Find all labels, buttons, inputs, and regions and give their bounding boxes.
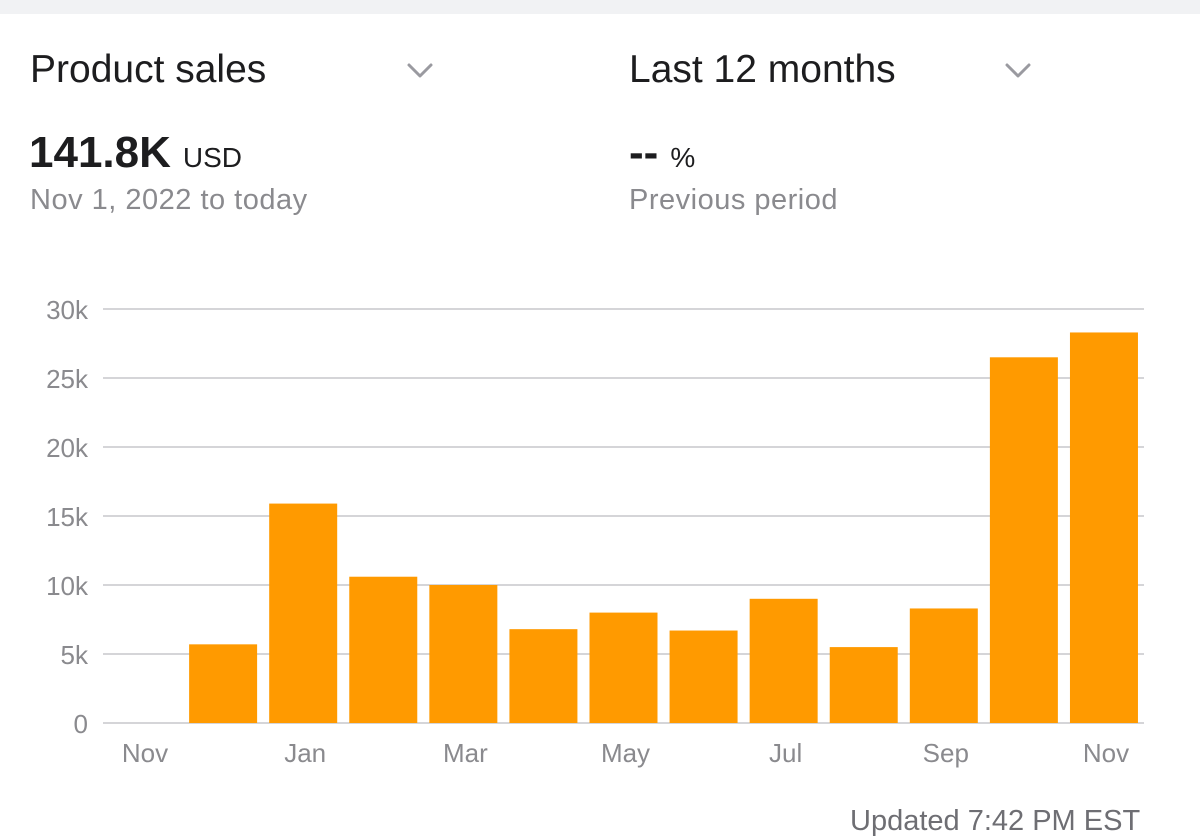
y-tick-label: 25k <box>46 364 89 394</box>
period-dropdown-label: Last 12 months <box>629 48 896 91</box>
bar <box>589 612 658 723</box>
x-tick-label: May <box>601 738 650 768</box>
x-tick-label: Nov <box>122 738 168 768</box>
total-sales-value: 141.8K <box>29 128 171 177</box>
y-tick-label: 20k <box>46 433 89 463</box>
metric-dropdown-label: Product sales <box>30 48 267 91</box>
bar <box>669 630 738 723</box>
x-tick-label: Sep <box>923 738 969 768</box>
y-tick-label: 0 <box>74 709 88 739</box>
bar <box>829 647 898 723</box>
total-sales-range: Nov 1, 2022 to today <box>30 184 308 216</box>
bar <box>349 576 418 723</box>
bar <box>909 608 978 723</box>
total-sales-unit: USD <box>182 142 243 173</box>
bar <box>429 585 498 723</box>
total-sales-metric: 141.8K USD <box>29 128 242 178</box>
bar <box>1069 332 1138 723</box>
bar <box>269 503 338 723</box>
y-tick-label: 15k <box>46 502 89 532</box>
updated-timestamp: Updated 7:42 PM EST <box>850 805 1141 837</box>
y-tick-label: 30k <box>46 295 89 325</box>
period-dropdown[interactable]: Last 12 months <box>629 44 1039 96</box>
y-tick-label: 5k <box>61 640 89 670</box>
change-caption: Previous period <box>629 184 838 216</box>
x-tick-label: Jul <box>769 738 802 768</box>
sales-bar-chart: 0 5k 10k 15k 20k 25k 30k Nov Jan Mar May Jul Sep Nov <box>46 295 1144 768</box>
bar <box>749 598 818 723</box>
x-tick-label: Nov <box>1083 738 1129 768</box>
change-unit: % <box>670 142 696 173</box>
metric-dropdown[interactable]: Product sales <box>30 44 440 96</box>
bar <box>989 357 1058 723</box>
chevron-down-icon <box>407 63 433 78</box>
x-tick-label: Mar <box>443 738 488 768</box>
x-tick-label: Jan <box>284 738 326 768</box>
change-value: -- <box>629 128 659 177</box>
y-tick-label: 10k <box>46 571 89 601</box>
bar <box>189 644 258 723</box>
top-strip <box>0 0 1200 14</box>
change-metric: -- % <box>629 128 695 178</box>
bar <box>509 629 578 723</box>
chevron-down-icon <box>1005 63 1031 78</box>
